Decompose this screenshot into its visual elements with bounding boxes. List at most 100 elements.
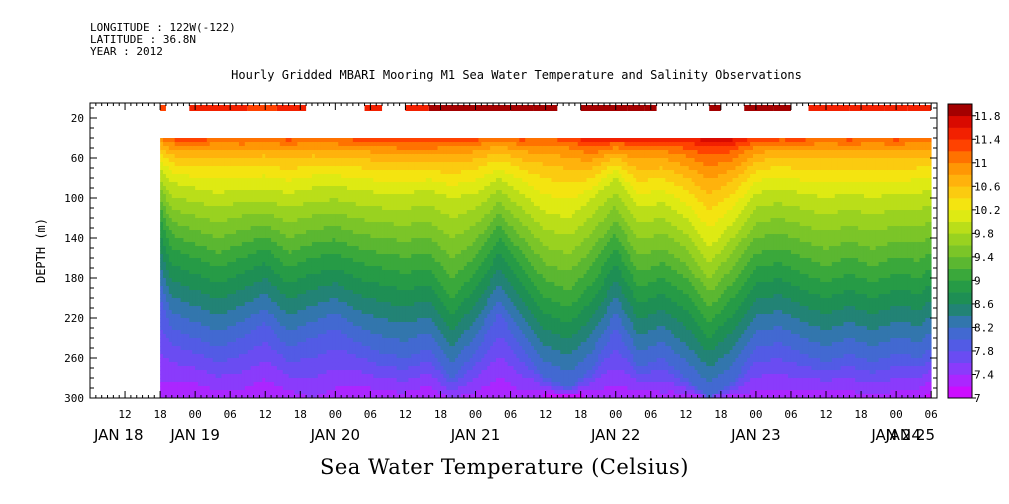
heatmap-cell xyxy=(168,310,173,315)
heatmap-cell xyxy=(282,374,287,379)
heatmap-cell xyxy=(230,158,234,163)
heatmap-cell xyxy=(317,174,322,179)
heatmap-cell xyxy=(332,258,336,263)
heatmap-cell xyxy=(174,198,179,203)
heatmap-cell xyxy=(367,178,371,183)
heatmap-cell xyxy=(163,358,167,363)
heatmap-cell xyxy=(349,254,354,259)
heatmap-cell xyxy=(259,238,263,243)
heatmap-cell xyxy=(320,362,325,367)
heatmap-cell xyxy=(355,374,360,379)
heatmap-cell xyxy=(168,238,173,243)
heatmap-cell xyxy=(180,366,184,371)
heatmap-cell xyxy=(215,290,219,295)
heatmap-cell xyxy=(294,206,298,211)
heatmap-cell xyxy=(256,206,260,211)
heatmap-cell xyxy=(309,142,313,147)
heatmap-cell xyxy=(282,254,287,259)
heatmap-cell xyxy=(314,262,319,267)
heatmap-cell xyxy=(300,178,304,183)
heatmap-cell xyxy=(344,350,348,355)
heatmap-cell xyxy=(253,290,257,295)
heatmap-cell xyxy=(195,158,199,163)
heatmap-cell xyxy=(364,394,368,399)
heatmap-cell xyxy=(250,214,254,219)
heatmap-cell xyxy=(332,242,336,247)
heatmap-cell xyxy=(218,230,222,235)
heatmap-cell xyxy=(253,166,257,171)
heatmap-cell xyxy=(238,150,243,155)
heatmap-cell xyxy=(163,278,167,283)
heatmap-cell xyxy=(174,270,179,275)
heatmap-cell xyxy=(376,218,380,223)
heatmap-cell xyxy=(323,234,327,239)
heatmap-cell xyxy=(338,382,342,387)
heatmap-cell xyxy=(192,302,196,307)
heatmap-cell xyxy=(271,386,275,391)
heatmap-cell xyxy=(203,330,208,335)
heatmap-cell xyxy=(297,306,301,311)
heatmap-cell xyxy=(376,326,380,331)
heatmap-cell xyxy=(323,258,327,263)
heatmap-cell xyxy=(171,286,176,291)
heatmap-cell xyxy=(317,290,322,295)
heatmap-cell xyxy=(320,390,325,395)
heatmap-cell xyxy=(168,158,173,163)
heatmap-cell xyxy=(326,150,330,155)
heatmap-cell xyxy=(344,330,348,335)
heatmap-cell xyxy=(203,394,208,399)
heatmap-cell xyxy=(370,274,374,279)
heatmap-cell xyxy=(373,214,377,219)
heatmap-cell xyxy=(332,354,336,359)
heatmap-cell xyxy=(253,318,257,323)
heatmap-cell xyxy=(297,246,301,251)
heatmap-cell xyxy=(224,194,228,199)
heatmap-cell xyxy=(306,262,310,267)
heatmap-cell xyxy=(349,330,354,335)
heatmap-cell xyxy=(221,194,225,199)
heatmap-cell xyxy=(198,178,202,183)
heatmap-cell xyxy=(192,386,196,391)
heatmap-cell xyxy=(276,282,281,287)
heatmap-cell xyxy=(279,146,284,151)
heatmap-cell xyxy=(215,234,219,239)
heatmap-cell xyxy=(177,374,181,379)
heatmap-cell xyxy=(186,202,190,207)
heatmap-cell xyxy=(294,322,298,327)
heatmap-cell xyxy=(212,218,216,223)
heatmap-cell xyxy=(221,310,225,315)
heatmap-cell xyxy=(215,226,219,231)
heatmap-cell xyxy=(285,234,290,239)
heatmap-cell xyxy=(174,194,179,199)
heatmap-cell xyxy=(238,170,243,175)
heatmap-cell xyxy=(309,382,313,387)
heatmap-cell xyxy=(279,318,284,323)
heatmap-cell xyxy=(262,258,266,263)
heatmap-cell xyxy=(195,302,199,307)
heatmap-cell xyxy=(200,370,205,375)
heatmap-cell xyxy=(329,158,333,163)
heatmap-cell xyxy=(326,286,330,291)
heatmap-cell xyxy=(300,278,304,283)
heatmap-cell xyxy=(291,226,295,231)
heatmap-cell xyxy=(221,210,225,215)
heatmap-cell xyxy=(206,202,211,207)
heatmap-cell xyxy=(259,178,263,183)
heatmap-cell xyxy=(163,254,167,259)
heatmap-cell xyxy=(230,214,234,219)
heatmap-cell xyxy=(238,182,243,187)
heatmap-cell xyxy=(238,286,243,291)
heatmap-cell xyxy=(265,314,269,319)
heatmap-cell xyxy=(320,246,325,251)
heatmap-cell xyxy=(300,322,304,327)
heatmap-cell xyxy=(276,286,281,291)
heatmap-cell xyxy=(192,282,196,287)
heatmap-cell xyxy=(180,226,184,231)
heatmap-cell xyxy=(309,342,313,347)
heatmap-cell xyxy=(352,386,357,391)
heatmap-cell xyxy=(326,254,330,259)
heatmap-cell xyxy=(282,258,287,263)
heatmap-cell xyxy=(332,154,336,159)
heatmap-cell xyxy=(373,218,377,223)
heatmap-cell xyxy=(218,210,222,215)
